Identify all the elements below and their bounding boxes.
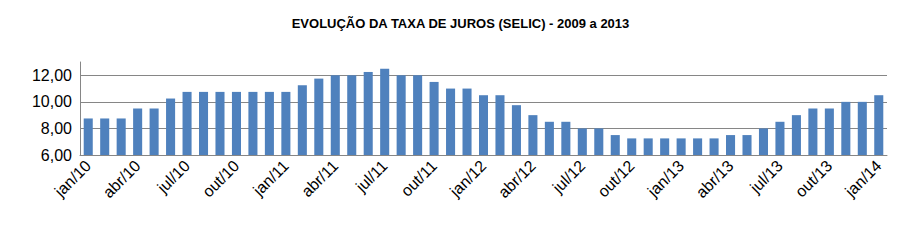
svg-text:jan/11: jan/11	[249, 157, 292, 200]
svg-text:abr/11: abr/11	[298, 157, 341, 200]
svg-text:EVOLUÇÃO DA TAXA DE JUROS (SEL: EVOLUÇÃO DA TAXA DE JUROS (SELIC) - 2009…	[292, 16, 630, 31]
svg-text:out/10: out/10	[199, 157, 243, 201]
svg-text:10,00: 10,00	[32, 93, 72, 110]
svg-text:jul/10: jul/10	[153, 157, 193, 197]
svg-text:jan/12: jan/12	[446, 157, 490, 201]
svg-text:jul/12: jul/12	[549, 157, 589, 197]
svg-text:8,00: 8,00	[41, 120, 72, 137]
svg-text:jan/10: jan/10	[51, 157, 95, 201]
svg-text:12,00: 12,00	[32, 67, 72, 84]
svg-text:out/12: out/12	[594, 157, 638, 201]
svg-text:jul/13: jul/13	[746, 157, 786, 197]
svg-text:abr/10: abr/10	[100, 157, 144, 201]
svg-text:jan/14: jan/14	[841, 157, 885, 201]
svg-text:abr/12: abr/12	[495, 157, 539, 201]
svg-text:out/11: out/11	[397, 157, 440, 200]
svg-text:6,00: 6,00	[41, 147, 72, 164]
svg-text:jul/11: jul/11	[352, 157, 391, 196]
svg-text:jan/13: jan/13	[644, 157, 688, 201]
svg-text:out/13: out/13	[792, 157, 836, 201]
svg-text:abr/13: abr/13	[692, 157, 736, 201]
